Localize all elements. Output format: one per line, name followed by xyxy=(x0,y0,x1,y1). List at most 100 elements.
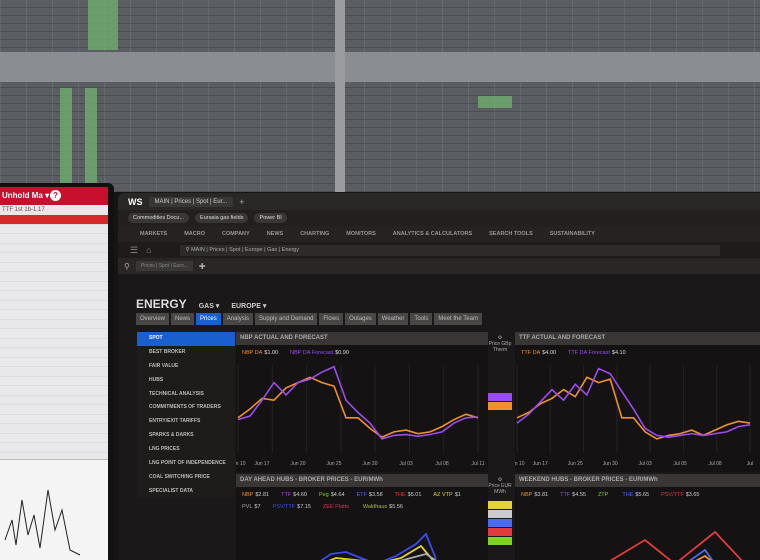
help-icon[interactable]: ? xyxy=(50,190,61,201)
zoom-icon[interactable]: ⚲ xyxy=(124,261,130,271)
bookmark[interactable]: Eurasia gas fields xyxy=(195,213,249,223)
sidebar-item[interactable]: SPARKS & DARKS xyxy=(149,432,194,439)
sidebar-item[interactable]: HUBS xyxy=(149,376,164,383)
legend-value: $5.65 xyxy=(635,492,650,498)
new-tab-icon[interactable]: + xyxy=(239,196,245,207)
quote-row[interactable] xyxy=(0,272,108,282)
forecast-price-tag xyxy=(488,393,512,401)
search-input[interactable]: ⚲ MAIN | Prices | Spot | Europe | Gas | … xyxy=(179,244,720,256)
sidebar: SPOT BEST BROKER FAIR VALUE HUBS TECHNICAL A… xyxy=(137,332,235,498)
nav-item[interactable]: NEWS xyxy=(266,231,284,237)
axis-unit: Price GBp Therm xyxy=(488,341,512,353)
quote-cell xyxy=(36,225,72,234)
nbp-axis: ⚙ Price GBp Therm xyxy=(488,335,512,411)
quote-row[interactable] xyxy=(0,367,108,377)
legend-value: $4.10 xyxy=(611,350,626,356)
quote-cell xyxy=(0,358,36,367)
legend-value: $0.90 xyxy=(335,350,349,356)
quote-row[interactable] xyxy=(0,339,108,348)
series-line xyxy=(609,530,743,560)
tab-weather[interactable]: Weather xyxy=(377,313,409,325)
quote-cell xyxy=(72,348,108,357)
sidebar-item[interactable]: COMMITMENTS OF TRADERS xyxy=(149,404,221,411)
tab-analysis[interactable]: Analysis xyxy=(222,313,254,325)
nav-item[interactable]: COMPANY xyxy=(221,231,250,237)
tab-outages[interactable]: Outages xyxy=(345,313,376,325)
bookmark[interactable]: Power BI xyxy=(254,213,287,223)
quote-row[interactable] xyxy=(0,215,108,225)
sidebar-item[interactable]: COAL SWITCHING PRICE xyxy=(149,473,210,480)
x-tick-label: Jul 03 xyxy=(638,461,652,467)
quote-row[interactable] xyxy=(0,253,108,263)
nav-item[interactable]: SUSTAINABILITY xyxy=(549,231,595,237)
breadcrumb[interactable]: Prices | Spot | Euro... xyxy=(135,261,193,271)
quote-cell xyxy=(72,424,108,433)
legend-name: ZEE Platts xyxy=(322,504,349,510)
quote-row[interactable] xyxy=(0,358,108,367)
quote-row[interactable] xyxy=(0,310,108,320)
quote-cell xyxy=(0,415,36,424)
nav-item[interactable]: CHARTING xyxy=(300,231,330,237)
quote-row[interactable] xyxy=(0,386,108,396)
sidebar-item[interactable]: SPECIALIST DATA xyxy=(149,487,193,494)
quote-row[interactable] xyxy=(0,434,108,443)
nav-item[interactable]: MACRO xyxy=(184,231,205,237)
settings-icon[interactable]: ⚙ xyxy=(497,477,503,483)
bookmark[interactable]: Commodities Docu... xyxy=(128,213,190,223)
quote-row[interactable] xyxy=(0,225,108,234)
menu-icon[interactable]: ☰ xyxy=(130,244,139,255)
quote-row[interactable] xyxy=(0,244,108,253)
tab-prices[interactable]: Prices xyxy=(196,313,221,325)
tab-tools[interactable]: Tools xyxy=(410,313,433,325)
nav-item[interactable]: ANALYTICS & CALCULATORS xyxy=(392,231,473,237)
tab-meet-the-team[interactable]: Meet the Team xyxy=(434,313,482,325)
browser-tab[interactable]: MAIN | Prices | Spot | Eur... xyxy=(148,196,234,207)
quote-row[interactable] xyxy=(0,424,108,434)
settings-icon[interactable]: ⚙ xyxy=(497,335,503,341)
sidebar-item[interactable]: BEST BROKER xyxy=(149,348,186,355)
home-icon[interactable]: ⌂ xyxy=(146,245,152,255)
quote-row[interactable] xyxy=(0,291,108,301)
tab-news[interactable]: News xyxy=(171,313,195,325)
x-tick-label: Jul xyxy=(747,461,753,467)
tab-supply-and-demand[interactable]: Supply and Demand xyxy=(255,313,318,325)
sidebar-item[interactable]: FAIR VALUE xyxy=(149,362,179,369)
legend-name: NBP xyxy=(242,492,254,498)
nav-item[interactable]: MONITORS xyxy=(346,231,376,237)
axis-unit-eur: Price EUR MWh xyxy=(488,483,512,495)
quote-row[interactable] xyxy=(0,415,108,424)
background-monitor xyxy=(0,0,760,192)
tab-overview[interactable]: Overview xyxy=(136,313,170,325)
quote-row[interactable] xyxy=(0,443,108,453)
sidebar-item[interactable]: LNG PRICES xyxy=(149,446,180,453)
series-line xyxy=(689,548,714,560)
quote-row[interactable] xyxy=(0,348,108,358)
quote-cell xyxy=(0,253,36,262)
quote-row[interactable] xyxy=(0,263,108,272)
quote-row[interactable] xyxy=(0,405,108,415)
legend-value: $1.00 xyxy=(264,350,279,356)
actual-price-tag xyxy=(488,402,512,410)
tab-flows[interactable]: Flows xyxy=(319,313,344,325)
page-title: ENERGY xyxy=(136,297,187,311)
quote-row[interactable] xyxy=(0,320,108,329)
europe-dropdown[interactable]: EUROPE ▾ xyxy=(231,303,267,310)
quote-row[interactable] xyxy=(0,234,108,244)
sidebar-item[interactable]: SPOT xyxy=(137,332,235,346)
legend-item: NBP $3.81 xyxy=(521,492,548,498)
quote-row[interactable] xyxy=(0,396,108,405)
nav-item[interactable]: MARKETS xyxy=(140,231,168,237)
nav-item[interactable]: SEARCH TOOLS xyxy=(489,231,533,237)
x-tick-label: Jun 17 xyxy=(254,461,269,467)
x-tick-label: Jun 10 xyxy=(515,461,525,467)
sidebar-item[interactable]: TECHNICAL ANALYSIS xyxy=(149,390,204,397)
quote-row[interactable] xyxy=(0,377,108,386)
add-icon[interactable]: ✚ xyxy=(198,261,206,271)
quote-row[interactable] xyxy=(0,329,108,339)
sidebar-item[interactable]: ENTRY/EXIT TARIFFS xyxy=(149,418,201,425)
legend-name: PVL xyxy=(242,504,253,510)
quote-row[interactable] xyxy=(0,282,108,291)
gas-dropdown[interactable]: GAS ▾ xyxy=(198,303,220,310)
sidebar-item[interactable]: LNG POINT OF INDEPENDENCE xyxy=(149,460,226,467)
quote-row[interactable] xyxy=(0,301,108,310)
